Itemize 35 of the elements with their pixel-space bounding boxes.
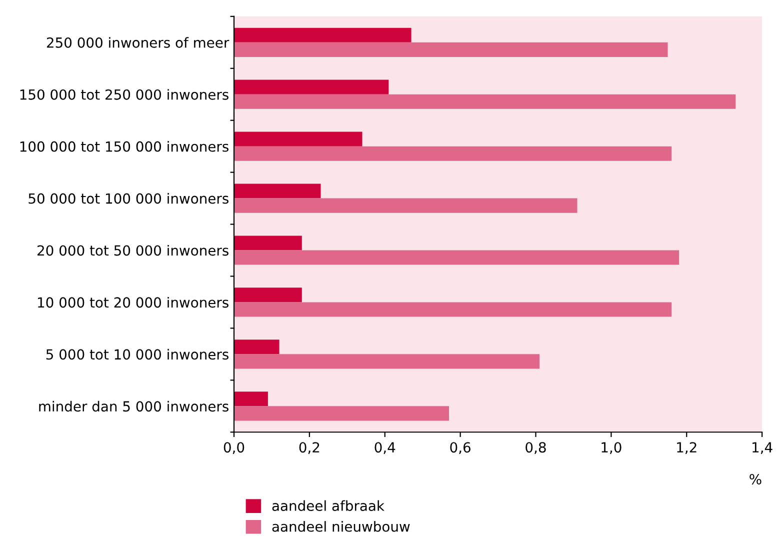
y-tick-label: 5 000 tot 10 000 inwoners: [46, 348, 228, 360]
bar: [234, 198, 578, 213]
x-tick-label: 1,4: [752, 442, 772, 454]
x-tick-label: 0,4: [374, 442, 396, 454]
bar: [234, 28, 412, 42]
bar: [234, 184, 321, 198]
y-tick-label: 100 000 tot 150 000 inwoners: [20, 141, 228, 152]
bar: [234, 340, 280, 354]
bar: [234, 302, 672, 317]
x-tick-label: 0,0: [224, 442, 244, 454]
bar: [234, 354, 540, 369]
y-tick-label: 20 000 tot 50 000 inwoners: [38, 244, 228, 256]
y-tick-label: 150 000 tot 250 000 inwoners: [20, 89, 228, 100]
x-axis-title: %: [750, 474, 762, 484]
bar: [234, 288, 302, 302]
y-tick-label: minder dan 5 000 inwoners: [39, 400, 228, 412]
bar: [234, 236, 302, 250]
bar: [234, 406, 449, 421]
legend-label: aandeel afbraak: [272, 500, 384, 512]
bar: [234, 392, 268, 406]
bar: [234, 94, 736, 109]
x-tick-label: 0,8: [526, 442, 546, 454]
x-tick-label: 0,2: [299, 442, 320, 454]
bar: [234, 80, 389, 94]
bar: [234, 146, 672, 161]
legend-label: aandeel nieuwbouw: [272, 521, 410, 532]
y-tick-label: 10 000 tot 20 000 inwoners: [38, 296, 228, 308]
y-tick-label: 50 000 tot 100 000 inwoners: [28, 193, 228, 204]
bar: [234, 42, 668, 57]
bar: [234, 132, 362, 146]
y-tick-label: 250 000 inwoners of meer: [46, 37, 230, 48]
x-tick-label: 0,6: [450, 442, 470, 454]
x-tick-label: 1,0: [602, 442, 622, 454]
x-tick-label: 1,2: [677, 442, 696, 454]
bar: [234, 250, 680, 265]
